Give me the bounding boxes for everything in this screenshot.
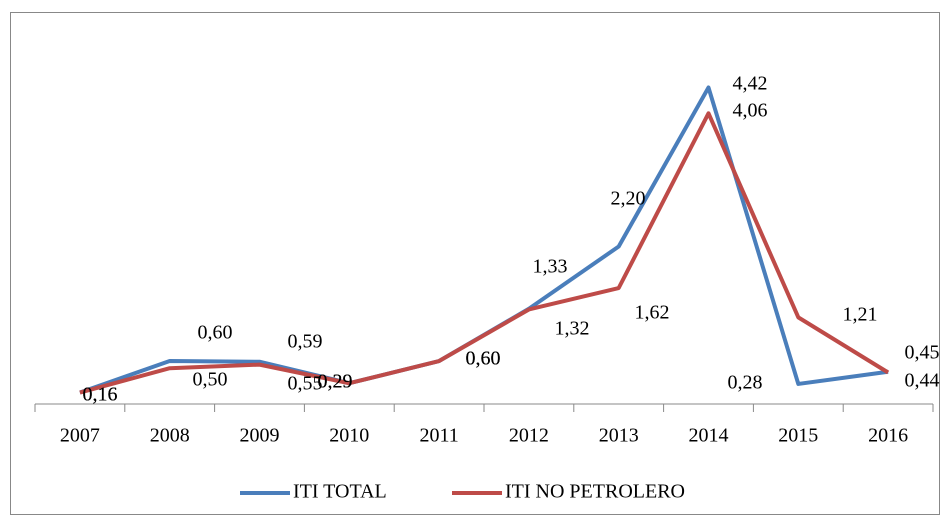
data-label: 0,28 bbox=[728, 372, 763, 394]
data-label: 2,20 bbox=[611, 188, 646, 210]
data-label: 0,16 bbox=[83, 384, 118, 406]
chart-border bbox=[10, 12, 940, 515]
data-label: 0,60 bbox=[198, 322, 233, 344]
series-line bbox=[79, 111, 890, 395]
x-tick-label: 2016 bbox=[868, 425, 908, 447]
legend-label: ITI NO PETROLERO bbox=[505, 481, 685, 503]
x-tick-label: 2007 bbox=[60, 425, 100, 447]
data-label: 0,59 bbox=[288, 331, 323, 353]
x-tick-label: 2011 bbox=[419, 425, 458, 447]
data-label: 0,29 bbox=[318, 371, 353, 393]
data-label: 0,16 bbox=[83, 384, 118, 406]
x-tick-label: 2013 bbox=[599, 425, 639, 447]
data-label: 4,42 bbox=[733, 73, 768, 95]
data-label: 1,21 bbox=[843, 304, 878, 326]
data-label: 1,33 bbox=[533, 256, 568, 278]
data-label: 0,45 bbox=[905, 342, 940, 364]
legend-label: ITI TOTAL bbox=[293, 481, 387, 503]
data-label: 0,60 bbox=[466, 348, 501, 370]
data-label: 0,44 bbox=[905, 370, 940, 392]
data-label: 0,55 bbox=[288, 373, 323, 395]
x-tick-label: 2012 bbox=[509, 425, 549, 447]
data-label: 1,62 bbox=[635, 302, 670, 324]
x-tick-label: 2008 bbox=[150, 425, 190, 447]
data-label: 1,32 bbox=[555, 318, 590, 340]
x-tick-label: 2014 bbox=[689, 425, 729, 447]
data-label: 0,60 bbox=[466, 348, 501, 370]
data-label: 4,06 bbox=[733, 100, 768, 122]
x-tick-label: 2010 bbox=[329, 425, 369, 447]
x-tick-label: 2009 bbox=[240, 425, 280, 447]
data-label: 0,29 bbox=[318, 371, 353, 393]
x-tick-label: 2015 bbox=[778, 425, 818, 447]
data-label: 0,50 bbox=[193, 369, 228, 391]
